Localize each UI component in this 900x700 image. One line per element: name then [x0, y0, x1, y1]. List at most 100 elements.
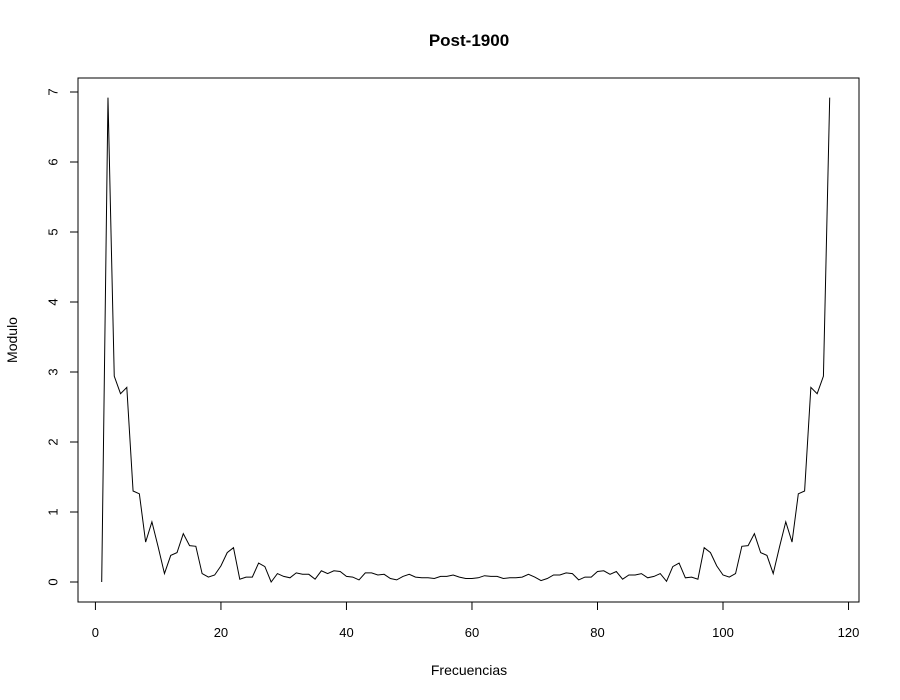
data-point [383, 574, 385, 576]
data-point [653, 576, 655, 578]
data-point [364, 572, 366, 574]
data-point [810, 387, 812, 389]
data-point [415, 576, 417, 578]
data-point [145, 541, 147, 543]
data-point [578, 579, 580, 581]
data-point [641, 573, 643, 575]
data-point [521, 576, 523, 578]
data-point [528, 574, 530, 576]
data-point [302, 574, 304, 576]
data-point [239, 578, 241, 580]
data-point [634, 574, 636, 576]
data-point [465, 578, 467, 580]
data-point [176, 552, 178, 554]
x-axis: 0 20 40 60 80 100 120 [92, 601, 860, 640]
data-point [377, 574, 379, 576]
data-point [798, 493, 800, 495]
data-point [791, 541, 793, 543]
data-point [390, 578, 392, 580]
data-point [697, 578, 699, 580]
data-point [333, 570, 335, 572]
data-point [170, 555, 172, 557]
data-point [609, 574, 611, 576]
x-tick-label: 120 [838, 625, 860, 640]
y-tick-label: 2 [45, 438, 60, 445]
data-point [829, 97, 831, 99]
data-point [402, 576, 404, 578]
data-point [747, 545, 749, 547]
x-tick-label: 20 [214, 625, 228, 640]
data-point [434, 578, 436, 580]
data-point [785, 521, 787, 523]
data-point [440, 576, 442, 578]
data-point [597, 571, 599, 573]
data-point [728, 576, 730, 578]
data-point [233, 547, 235, 549]
data-point [132, 490, 134, 492]
x-tick-label: 100 [712, 625, 734, 640]
data-point [477, 577, 479, 579]
data-point [308, 574, 310, 576]
series-line [101, 97, 831, 584]
data-point [314, 578, 316, 580]
data-point [503, 578, 505, 580]
data-point [534, 576, 536, 578]
data-point [452, 574, 454, 576]
data-point [553, 574, 555, 576]
data-point [201, 573, 203, 575]
data-point [691, 576, 693, 578]
data-point [289, 577, 291, 579]
data-point [126, 387, 128, 389]
data-point [584, 576, 586, 578]
data-point [459, 576, 461, 578]
y-tick-label: 6 [45, 158, 60, 165]
data-point [647, 577, 649, 579]
data-point [352, 576, 354, 578]
data-point [446, 576, 448, 578]
data-point [189, 545, 191, 547]
data-point [603, 570, 605, 572]
data-point [616, 571, 618, 573]
data-point [283, 576, 285, 578]
data-point [666, 581, 668, 583]
data-point [685, 577, 687, 579]
data-point [779, 546, 781, 548]
y-tick-label: 4 [45, 298, 60, 305]
data-point [258, 562, 260, 564]
data-point [816, 393, 818, 395]
data-point [490, 576, 492, 578]
x-tick-label: 80 [590, 625, 604, 640]
data-point [703, 547, 705, 549]
data-point [766, 555, 768, 557]
plot-frame [77, 77, 860, 603]
data-point [471, 578, 473, 580]
data-point [101, 581, 103, 583]
data-point [741, 546, 743, 548]
y-axis: 0 1 2 3 4 5 6 7 [45, 88, 79, 586]
data-point [760, 552, 762, 554]
data-point [421, 577, 423, 579]
data-point [214, 574, 216, 576]
data-point [252, 576, 254, 578]
data-point [772, 573, 774, 575]
data-point [371, 572, 373, 574]
data-point [327, 573, 329, 575]
y-axis-label: Modulo [4, 317, 20, 363]
data-point [408, 574, 410, 576]
data-points [101, 97, 831, 583]
data-point [151, 521, 153, 523]
data-point [358, 579, 360, 581]
data-point [139, 493, 141, 495]
data-point [572, 573, 574, 575]
data-point [113, 375, 115, 377]
data-point [321, 570, 323, 572]
data-point [208, 576, 210, 578]
data-point [515, 577, 517, 579]
y-tick-label: 1 [45, 508, 60, 515]
data-point [164, 573, 166, 575]
data-point [396, 579, 398, 581]
y-tick-label: 0 [45, 578, 60, 585]
data-point [678, 562, 680, 564]
y-tick-label: 5 [45, 228, 60, 235]
data-point [735, 573, 737, 575]
